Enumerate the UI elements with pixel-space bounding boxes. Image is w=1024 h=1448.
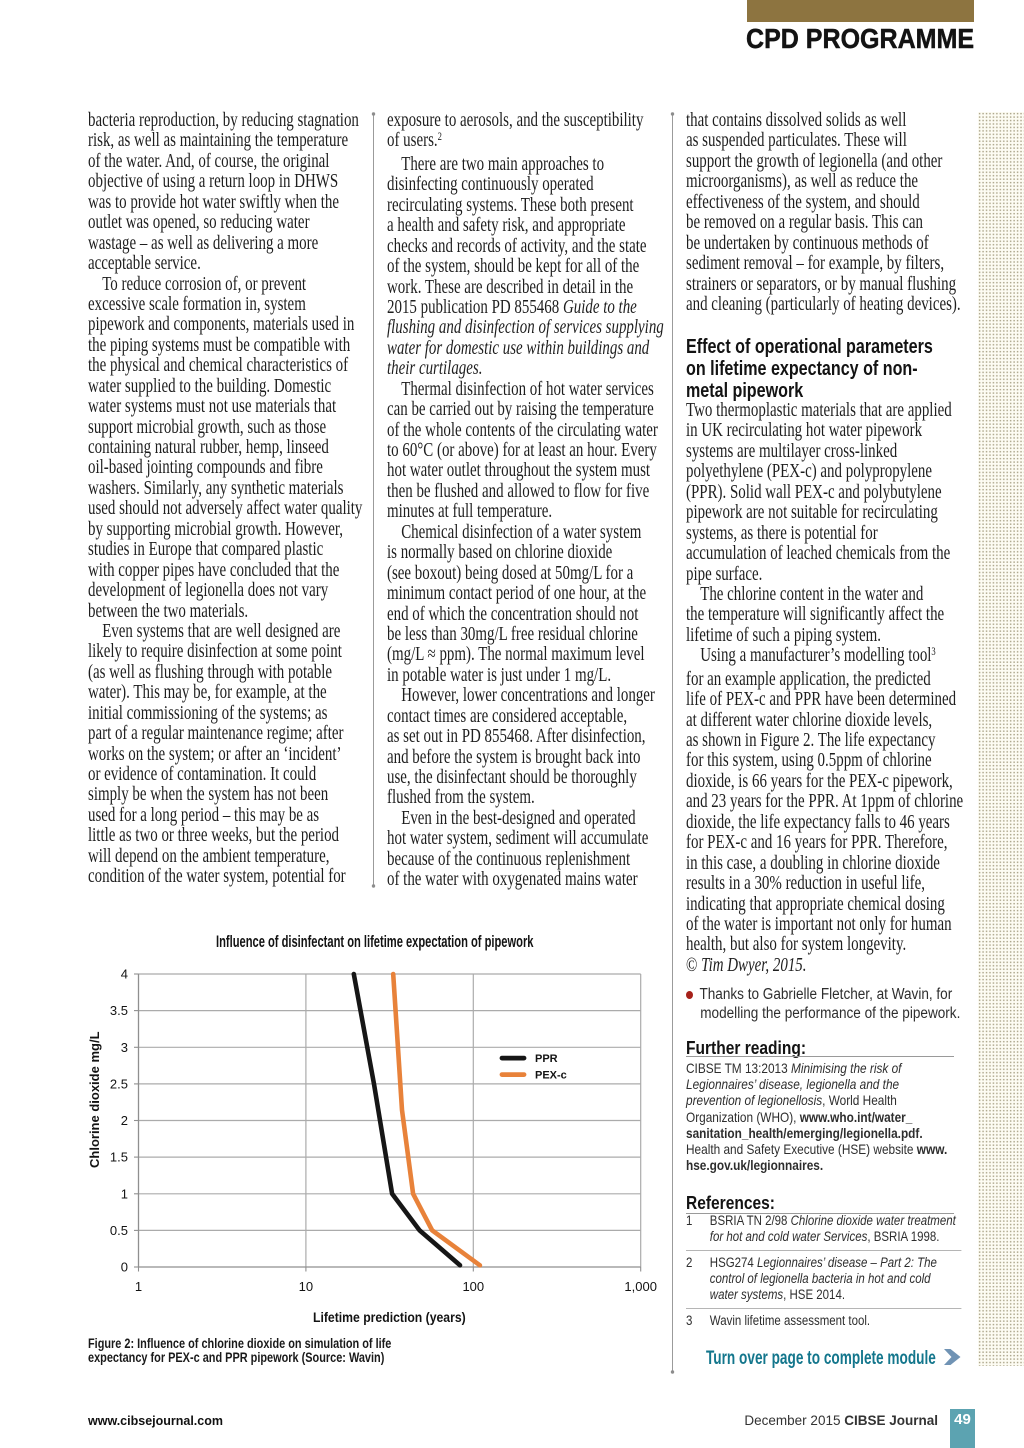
svg-text:3.5: 3.5 (110, 1003, 128, 1018)
svg-text:2: 2 (121, 1113, 128, 1128)
svg-text:Influence of disinfectant on l: Influence of disinfectant on lifetime ex… (216, 933, 534, 952)
svg-text:Lifetime prediction (years): Lifetime prediction (years) (313, 1309, 466, 1325)
svg-text:4: 4 (121, 967, 128, 982)
svg-text:PEX-c: PEX-c (535, 1070, 567, 1082)
svg-text:1: 1 (135, 1279, 142, 1294)
svg-text:PPR: PPR (535, 1053, 558, 1065)
svg-text:3: 3 (121, 1040, 128, 1055)
svg-text:Chlorine dioxide mg/L: Chlorine dioxide mg/L (87, 1031, 102, 1168)
svg-text:1.5: 1.5 (110, 1150, 128, 1165)
svg-text:1: 1 (121, 1186, 128, 1201)
svg-text:2.5: 2.5 (110, 1076, 128, 1091)
svg-text:100: 100 (462, 1279, 484, 1294)
svg-text:0.5: 0.5 (110, 1223, 128, 1238)
svg-text:1,000: 1,000 (624, 1279, 657, 1294)
svg-text:0: 0 (121, 1260, 128, 1275)
svg-text:10: 10 (299, 1279, 313, 1294)
